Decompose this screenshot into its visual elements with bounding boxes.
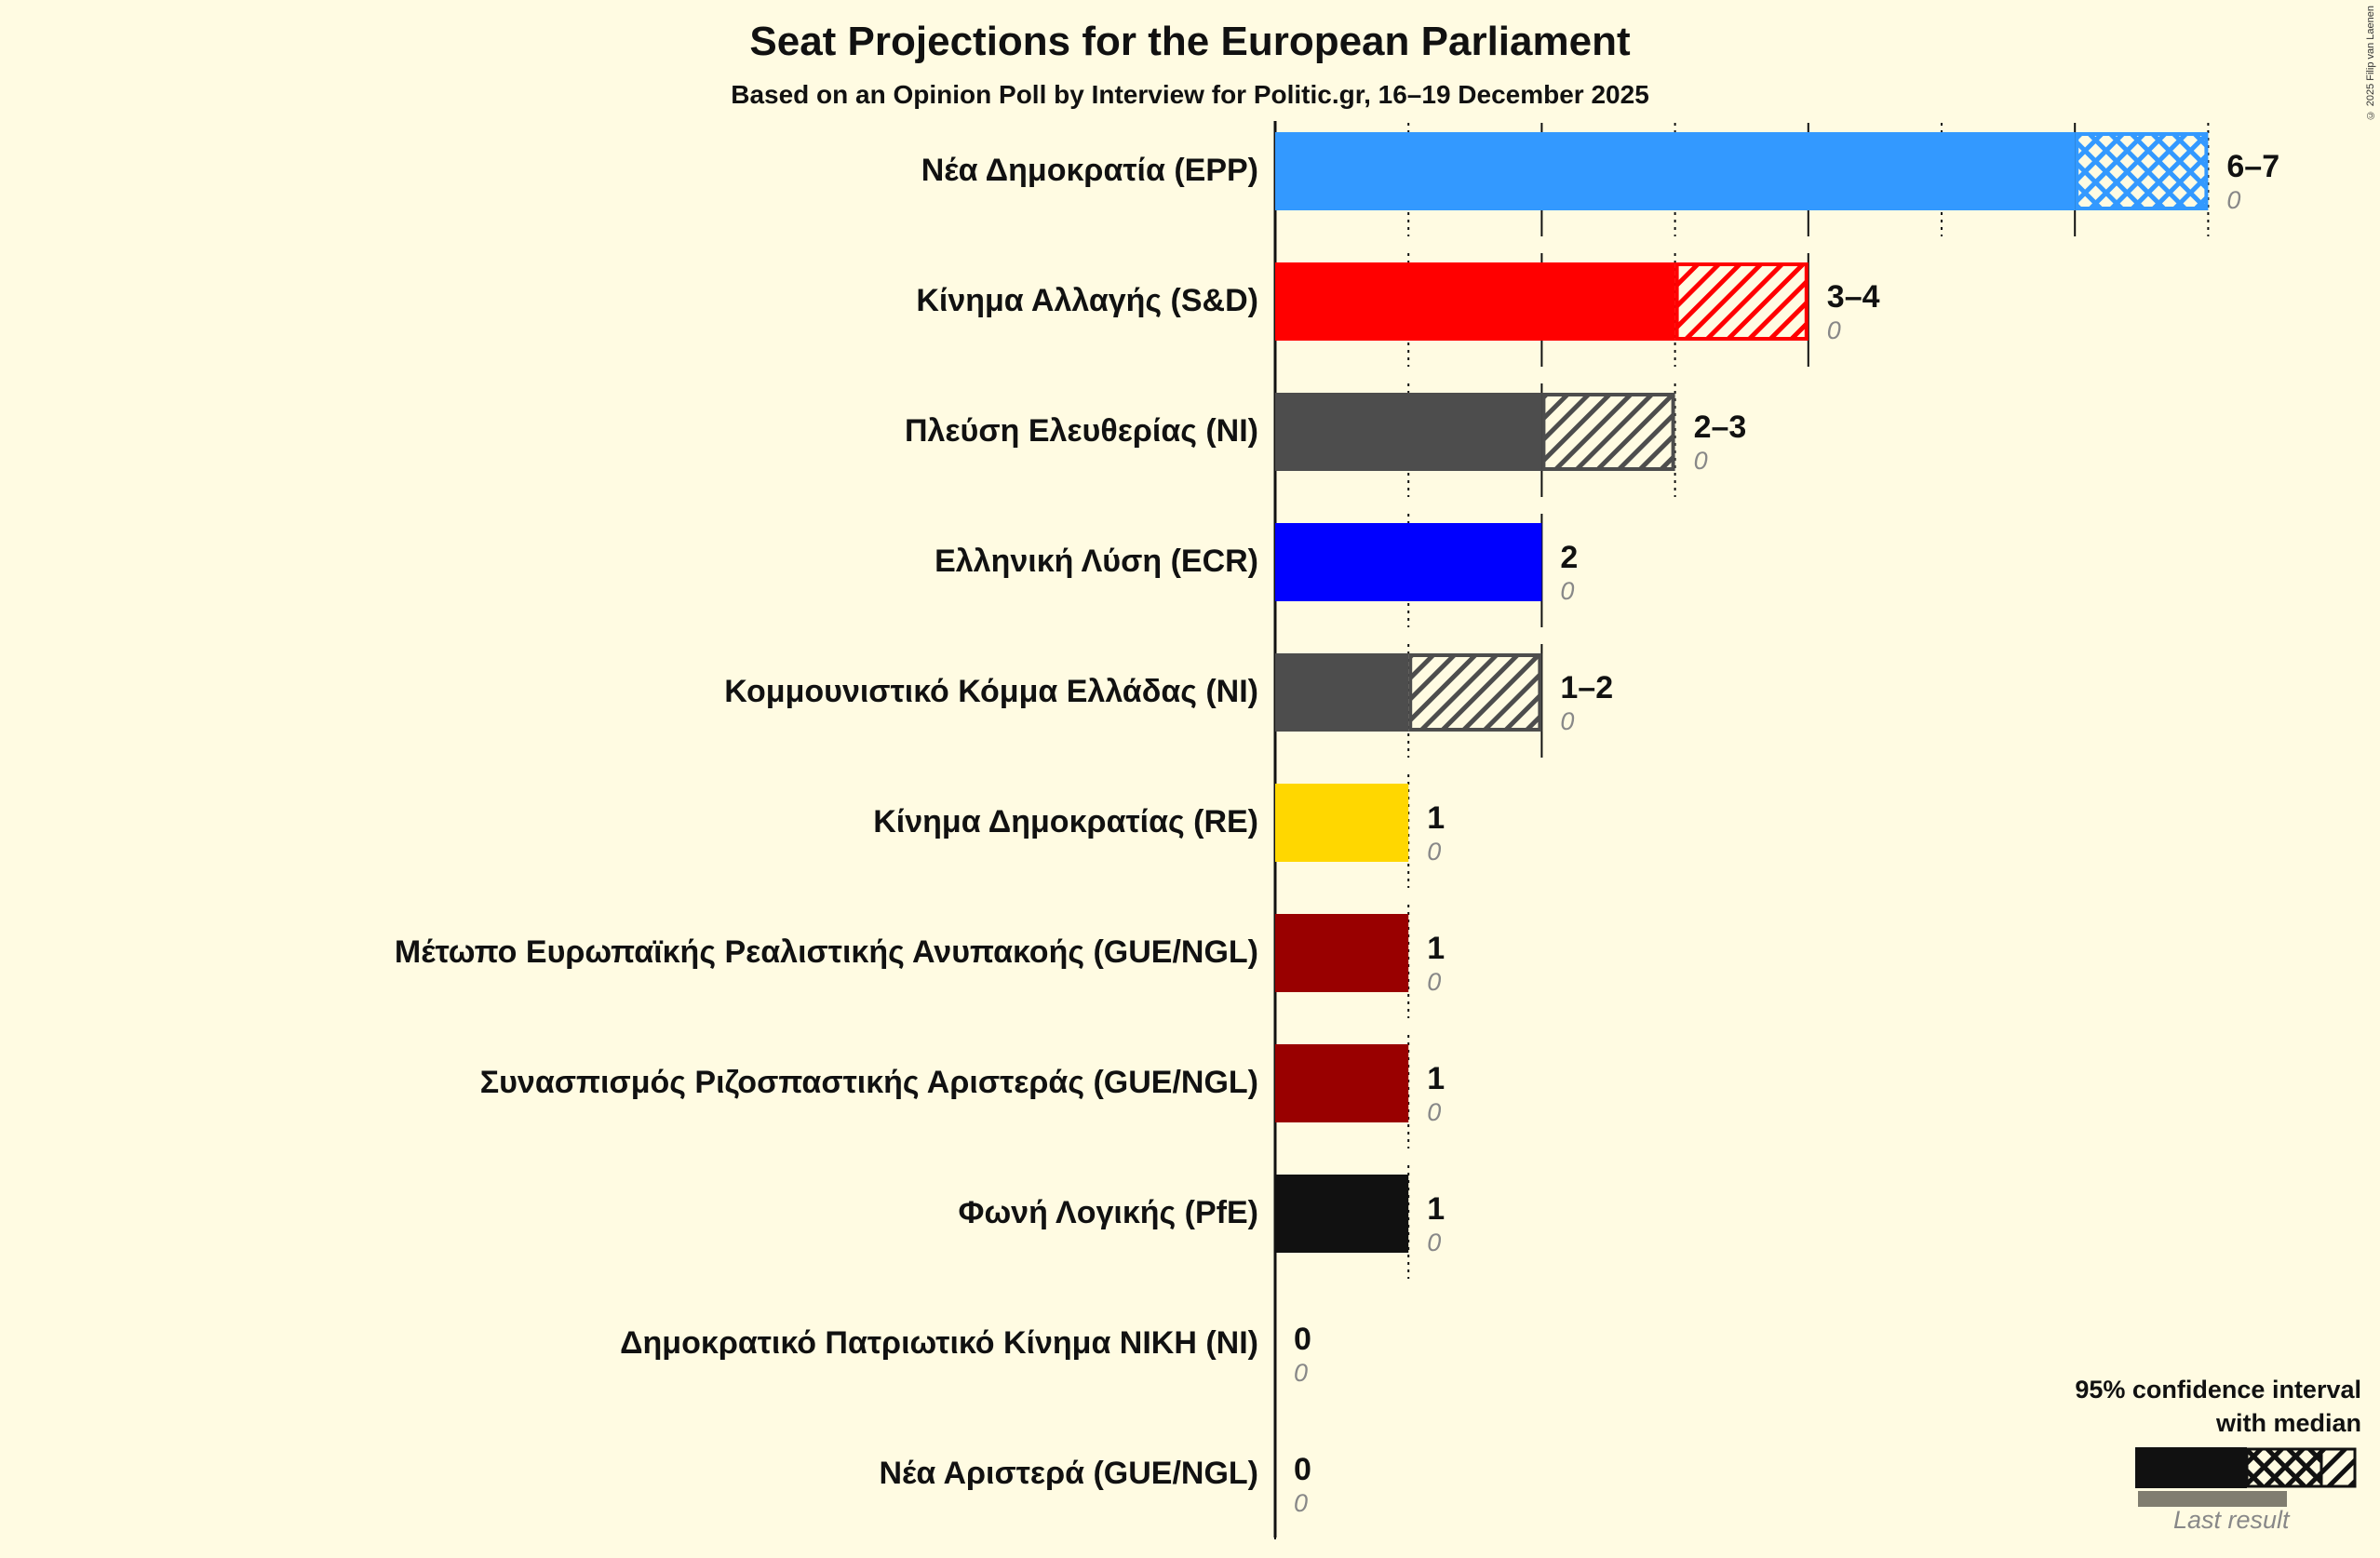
party-label: Νέα Δημοκρατία (EPP) <box>921 153 1258 188</box>
party-label: Μέτωπο Ευρωπαϊκής Ρεαλιστικής Ανυπακοής … <box>394 934 1258 970</box>
party-label: Πλεύση Ελευθερίας (NI) <box>904 413 1258 449</box>
party-label: Κίνημα Αλλαγής (S&D) <box>916 283 1258 318</box>
bars <box>1275 132 2209 1253</box>
seat-range-label: 2 <box>1560 540 1579 575</box>
last-result-label: 0 <box>1693 447 1708 475</box>
seat-range-label: 1 <box>1427 1061 1445 1096</box>
last-result-label: 0 <box>1427 838 1442 866</box>
party-label: Νέα Αριστερά (GUE/NGL) <box>879 1456 1258 1491</box>
legend-last-result: Last result <box>2173 1506 2290 1534</box>
last-result-label: 0 <box>1427 968 1442 996</box>
seat-range-label: 1 <box>1427 1191 1445 1227</box>
seat-range-label: 1 <box>1427 931 1445 966</box>
seat-range-label: 0 <box>1294 1452 1311 1487</box>
party-label: Συνασπισμός Ριζοσπαστικής Αριστεράς (GUE… <box>479 1065 1258 1100</box>
last-result-label: 0 <box>1560 707 1575 735</box>
party-label: Κίνημα Δημοκρατίας (RE) <box>873 804 1258 839</box>
last-result-label: 0 <box>1427 1098 1442 1126</box>
last-result-label: 0 <box>1294 1489 1309 1517</box>
chart-title: Seat Projections for the European Parlia… <box>749 19 1631 64</box>
legend-title-line2: with median <box>2215 1409 2361 1437</box>
legend-title-line1: 95% confidence interval <box>2075 1376 2361 1404</box>
last-result-label: 0 <box>1560 577 1575 605</box>
party-label: Κομμουνιστικό Κόμμα Ελλάδας (NI) <box>724 674 1258 709</box>
last-result-label: 0 <box>1294 1359 1309 1387</box>
seat-range-label: 0 <box>1294 1322 1311 1357</box>
legend-title: 95% confidence interval with median <box>2075 1373 2361 1440</box>
seat-range-label: 3–4 <box>1826 279 1880 315</box>
party-label: Δημοκρατικό Πατριωτικό Κίνημα ΝΙΚΗ (NI) <box>620 1325 1258 1361</box>
seat-range-label: 6–7 <box>2226 149 2280 184</box>
last-result-label: 0 <box>1826 316 1841 344</box>
seat-range-label: 1–2 <box>1560 670 1614 705</box>
legend-swatch <box>2135 1447 2357 1507</box>
seat-range-label: 2–3 <box>1693 410 1747 445</box>
chart-subtitle: Based on an Opinion Poll by Interview fo… <box>731 80 1649 109</box>
last-result-label: 0 <box>1427 1229 1442 1256</box>
last-result-label: 0 <box>2226 186 2241 214</box>
seat-range-label: 1 <box>1427 800 1445 836</box>
party-label: Φωνή Λογικής (PfE) <box>958 1195 1258 1230</box>
party-label: Ελληνική Λύση (ECR) <box>935 544 1258 579</box>
